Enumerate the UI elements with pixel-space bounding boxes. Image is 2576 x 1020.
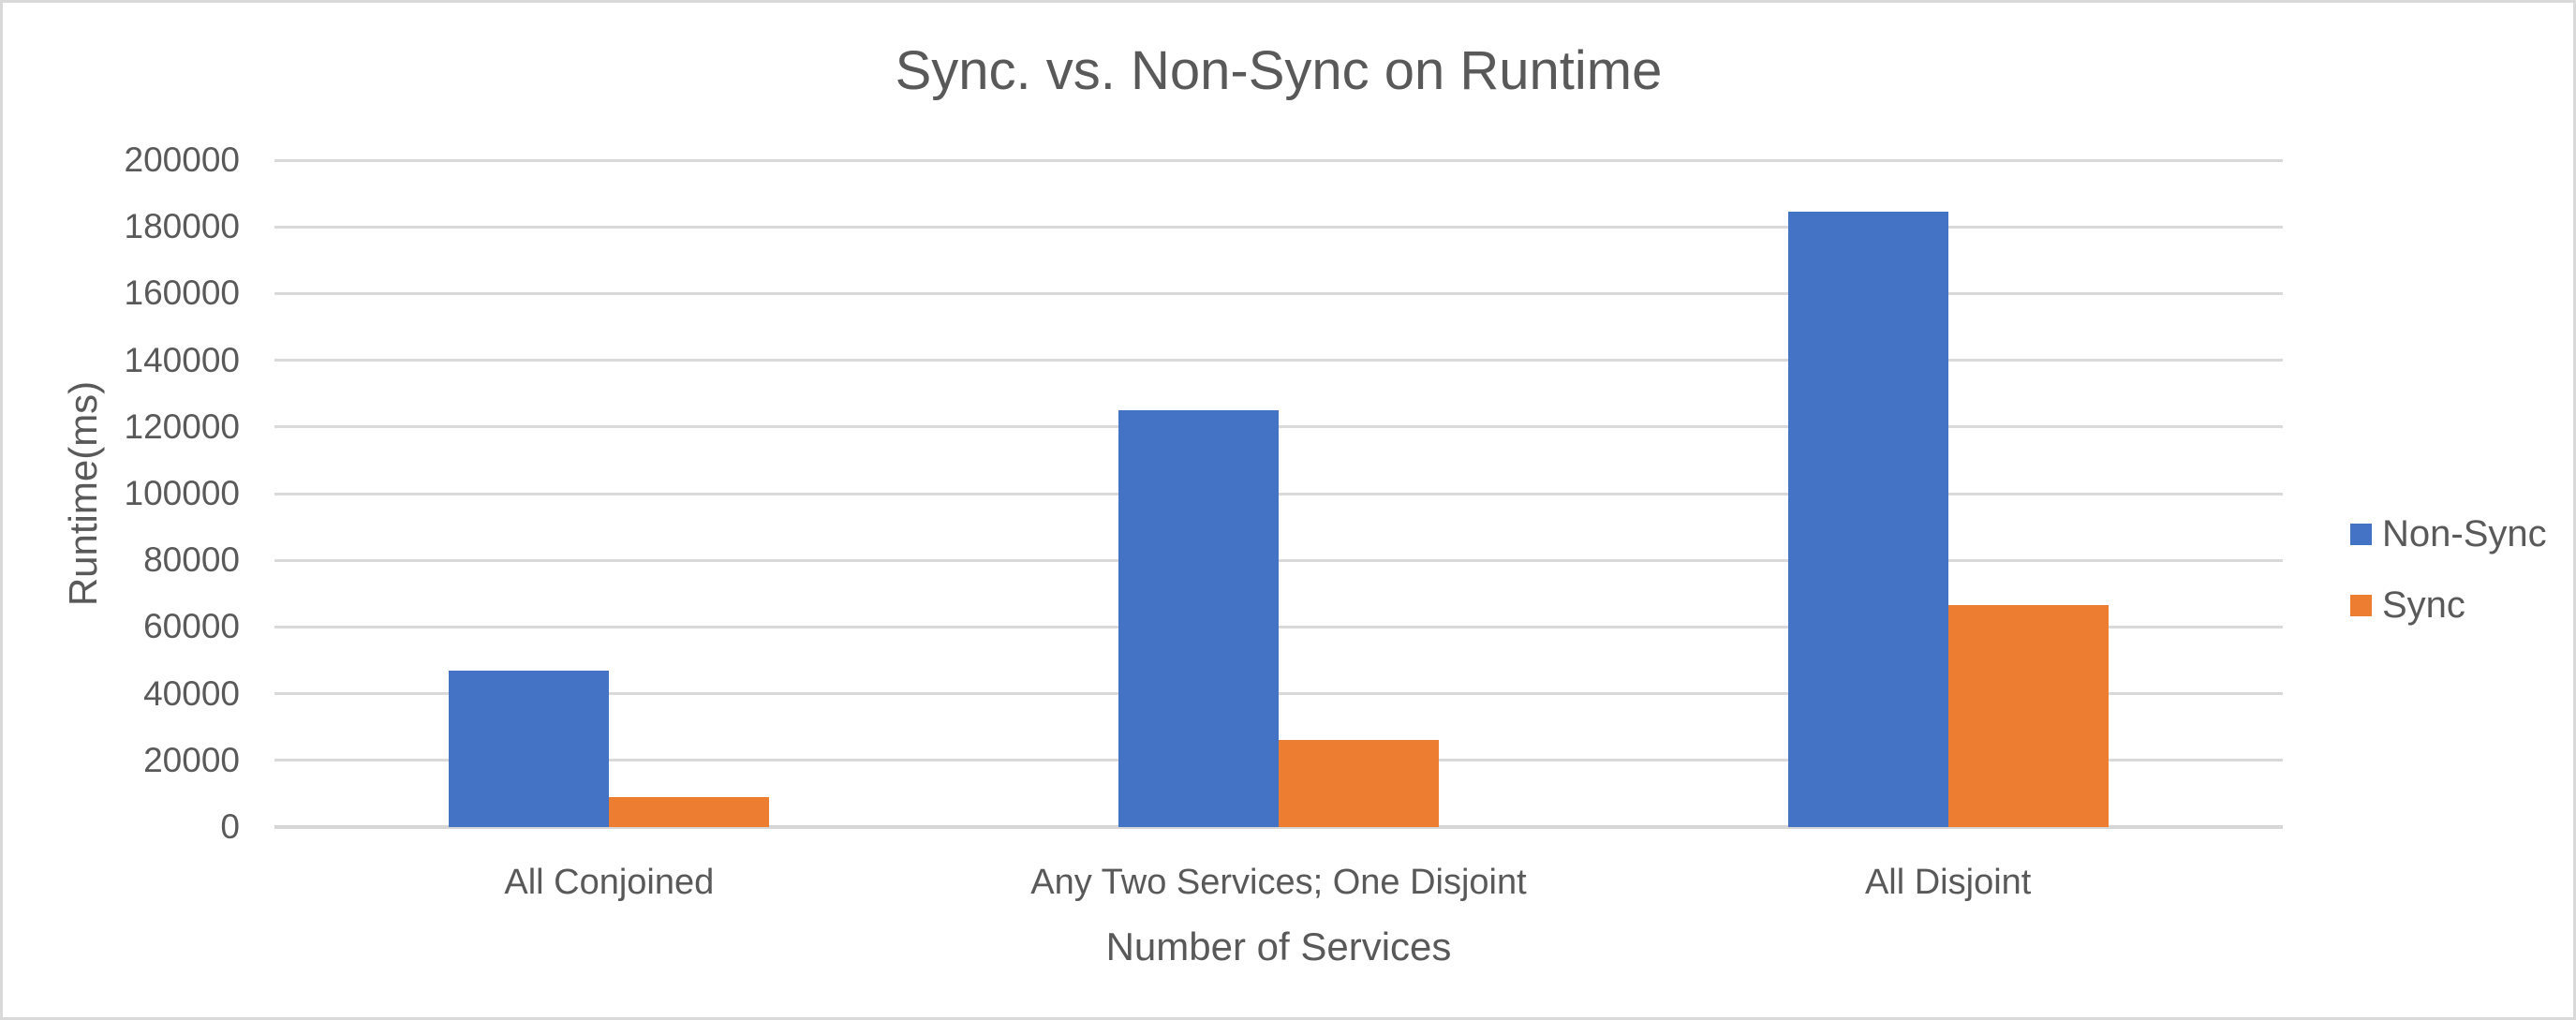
y-tick-label-140000: 140000 [124, 340, 240, 379]
legend-label-non-sync: Non-Sync [2382, 513, 2547, 554]
y-tick-label-20000: 20000 [143, 740, 240, 779]
x-category-label-all-conjoined: All Conjoined [504, 863, 715, 902]
gridline-100000 [274, 492, 2283, 495]
gridline-80000 [274, 558, 2283, 562]
gridline-40000 [274, 692, 2283, 696]
x-category-label-any-two-services-one-disjoint: Any Two Services; One Disjoint [1030, 863, 1527, 902]
bar-sync-any-two-services-one-disjoint [1279, 740, 1439, 827]
y-axis-tick-labels: 0 20000 40000 60000 80000 100000 120000 140000 1… [3, 140, 240, 846]
y-tick-label-40000: 40000 [143, 673, 240, 713]
gridline-120000 [274, 425, 2283, 429]
legend-label-sync: Sync [2382, 584, 2465, 626]
bar-non-sync-all-disjoint [1787, 212, 1948, 827]
bar-sync-all-disjoint [1947, 605, 2109, 827]
legend-item-non-sync: Non-Sync [2350, 513, 2547, 554]
y-tick-label-200000: 200000 [124, 140, 240, 179]
x-category-label-all-disjoint: All Disjoint [1864, 863, 2032, 902]
y-tick-label-100000: 100000 [124, 474, 240, 512]
x-axis-category-labels: All Conjoined Any Two Services; One Disjo… [274, 859, 2283, 906]
y-tick-label-0: 0 [220, 807, 240, 846]
x-axis-line [274, 825, 2283, 829]
y-tick-label-120000: 120000 [124, 407, 240, 446]
bar-sync-all-conjoined [609, 797, 770, 827]
plot-area [274, 158, 2283, 829]
gridline-200000 [274, 158, 2283, 162]
legend-item-sync: Sync [2350, 584, 2465, 626]
y-tick-label-160000: 160000 [124, 273, 240, 313]
y-tick-label-60000: 60000 [143, 607, 240, 646]
gridline-160000 [274, 291, 2283, 295]
gridline-180000 [274, 225, 2283, 229]
x-axis-title: Number of Services [1105, 924, 1452, 968]
legend-swatch-non-sync [2350, 523, 2372, 545]
gridline-60000 [274, 625, 2283, 628]
y-tick-label-80000: 80000 [143, 540, 240, 580]
gridline-140000 [274, 359, 2283, 362]
legend-swatch-sync [2350, 594, 2372, 616]
bar-non-sync-any-two-services-one-disjoint [1118, 410, 1279, 827]
bar-non-sync-all-conjoined [449, 671, 610, 827]
y-tick-label-180000: 180000 [124, 207, 240, 246]
chart-title: Sync. vs. Non-Sync on Runtime [895, 40, 1663, 101]
